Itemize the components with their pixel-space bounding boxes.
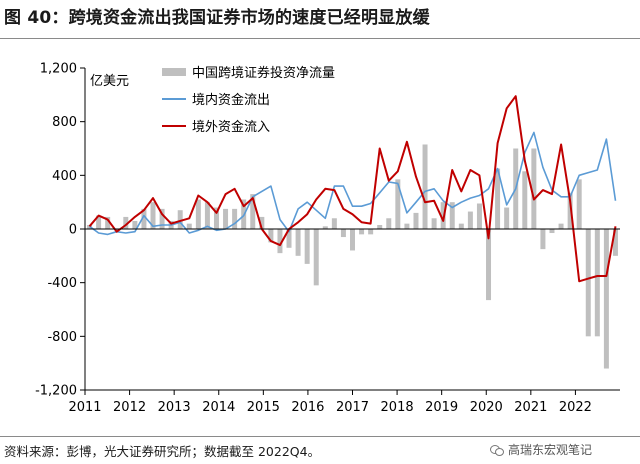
bar-net-flow [186, 223, 192, 229]
source-note: 资料来源：彭博，光大证券研究所；数据截至 2022Q4。 [4, 444, 321, 459]
bar-net-flow [558, 223, 564, 229]
bar-net-flow [159, 208, 165, 229]
bar-net-flow [368, 229, 374, 235]
bar-net-flow [431, 218, 437, 229]
bar-net-flow [476, 203, 482, 229]
x-tick-label: 2015 [247, 400, 280, 415]
x-tick-label: 2019 [425, 400, 458, 415]
source-divider [0, 436, 640, 437]
bar-net-flow [123, 216, 129, 229]
bar-net-flow [150, 202, 156, 229]
y-tick-label: -1,200 [35, 384, 77, 399]
y-unit-label: 亿美元 [90, 74, 129, 89]
line-foreign-inflow [88, 95, 617, 283]
bar-net-flow [322, 226, 328, 229]
bar-net-flow [340, 229, 346, 238]
title-divider [0, 38, 640, 39]
x-tick-label: 2012 [113, 400, 146, 415]
y-tick-label: 400 [52, 169, 77, 184]
bar-net-flow [404, 223, 410, 229]
bar-net-flow [268, 229, 274, 243]
y-tick-label: 1,200 [40, 62, 77, 77]
bar-net-flow [467, 211, 473, 229]
bar-net-flow [422, 144, 428, 229]
bar-net-flow [504, 207, 510, 229]
bar-net-flow [359, 229, 365, 235]
x-tick-label: 2017 [336, 400, 369, 415]
bar-net-flow [105, 216, 111, 229]
bar-net-flow [213, 207, 219, 229]
legend-swatch-bar [162, 68, 186, 76]
bar-net-flow [195, 199, 201, 229]
bar-net-flow [304, 229, 310, 264]
bar-net-flow [259, 216, 265, 229]
x-tick-label: 2020 [470, 400, 503, 415]
legend-label: 中国跨境证券投资净流量 [192, 65, 335, 81]
x-tick-label: 2018 [381, 400, 414, 415]
bar-net-flow [576, 179, 582, 229]
y-tick-label: -400 [47, 276, 77, 291]
bar-net-flow [286, 229, 292, 248]
watermark-text: 高瑞东宏观笔记 [508, 443, 593, 457]
bar-net-flow [449, 202, 455, 229]
bar-net-flow [277, 229, 283, 254]
x-tick-label: 2016 [291, 400, 324, 415]
y-tick-label: 800 [52, 115, 77, 130]
x-tick-label: 2011 [68, 400, 101, 415]
bar-net-flow [132, 220, 138, 229]
y-tick-label: 0 [69, 223, 77, 238]
line-domestic-outflow [89, 131, 617, 236]
bar-net-flow [141, 208, 147, 229]
chart: -1,200 -800 -400 0 400 800 1,200 2011 2012 2013 2… [35, 62, 620, 415]
bar-net-flow [350, 229, 355, 251]
legend-label: 境外资金流入 [192, 119, 270, 135]
figure-title: 图 40：跨境资金流出我国证券市场的速度已经明显放缓 [4, 8, 430, 28]
bar-net-flow [250, 194, 256, 229]
bar-net-flow [177, 210, 183, 229]
y-tick-label: -800 [47, 330, 77, 345]
bar-net-flow [567, 192, 573, 229]
bar-net-flow [531, 148, 537, 229]
bar-net-flow [594, 229, 600, 337]
watermark: 高瑞东宏观笔记 [490, 441, 592, 458]
bar-net-flow [612, 229, 618, 256]
bar-net-flow [232, 208, 238, 229]
x-tick-label: 2021 [514, 400, 547, 415]
bar-net-flow [495, 168, 501, 229]
legend-label: 境内资金流出 [192, 92, 270, 108]
bar-net-flow [295, 229, 301, 256]
x-tick-label: 2013 [158, 400, 191, 415]
x-tick-label: 2022 [559, 400, 592, 415]
bar-net-flow [377, 224, 383, 229]
bar-net-flow [458, 223, 464, 229]
bar-net-flow [395, 179, 401, 229]
bar-net-flow [313, 229, 319, 286]
bar-net-flow [549, 229, 555, 234]
bar-net-flow [486, 229, 492, 301]
bar-net-flow [522, 171, 528, 229]
bar-net-flow [386, 218, 392, 229]
wechat-icon [490, 444, 504, 456]
bar-net-flow [331, 218, 337, 229]
bar-net-flow [114, 229, 120, 231]
bar-net-flow [585, 229, 591, 337]
x-tick-label: 2014 [202, 400, 235, 415]
bar-net-flow [223, 208, 229, 229]
bar-net-flow [96, 215, 102, 229]
bar-net-flow [413, 212, 419, 229]
bar-net-flow [204, 202, 210, 229]
bar-net-flow [603, 229, 609, 369]
bar-net-flow [540, 229, 546, 250]
